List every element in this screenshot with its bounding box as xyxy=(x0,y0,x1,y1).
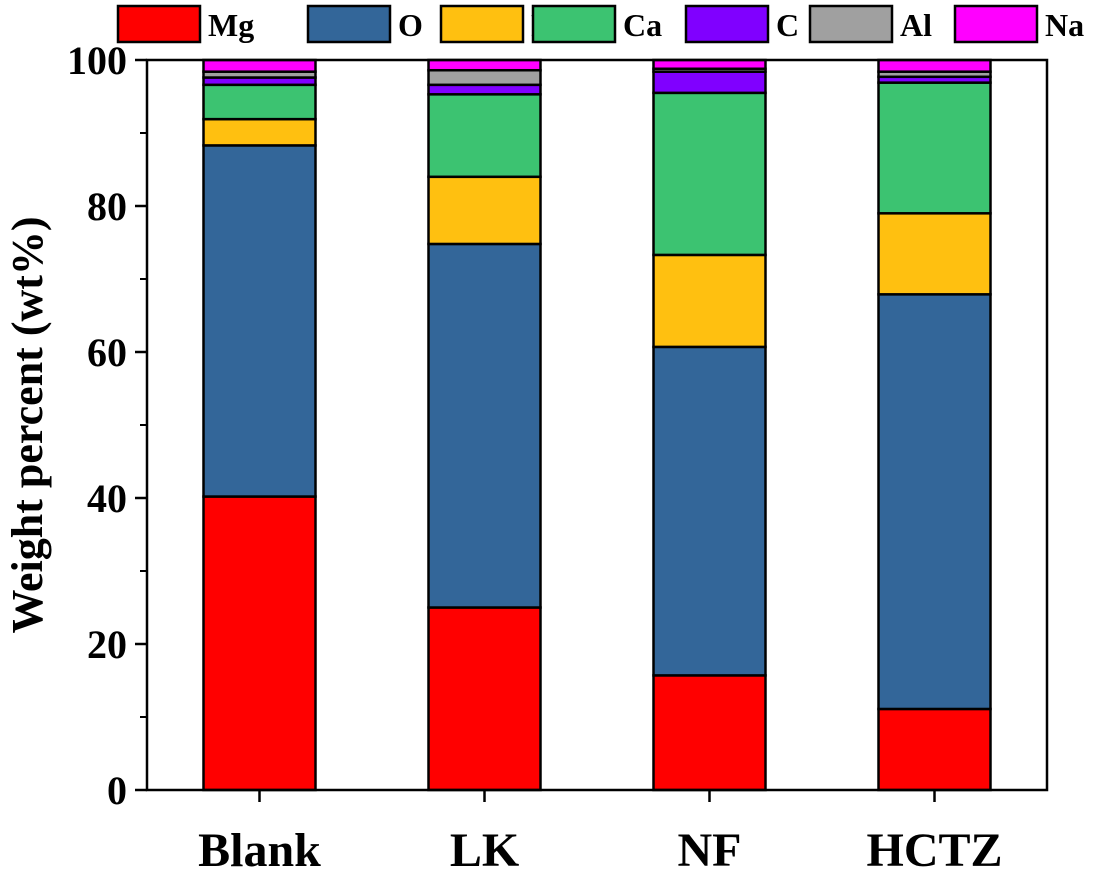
x-tick-label-lk: LK xyxy=(450,824,519,871)
bar-nf-o xyxy=(652,345,767,677)
bar-hctz-mg xyxy=(877,707,992,792)
bar-blank-p xyxy=(202,117,317,147)
x-tick-label-nf: NF xyxy=(678,824,742,871)
bar-blank-ca xyxy=(202,83,317,121)
bar-nf-ca xyxy=(652,91,767,257)
x-ticks-group: Blank LK NF HCTZ xyxy=(198,790,1003,871)
legend-label-na: Na xyxy=(1045,7,1084,43)
legend-label-mg: Mg xyxy=(208,7,254,43)
bars-group xyxy=(202,58,992,792)
legend-label-ca: Ca xyxy=(623,7,662,43)
y-tick-label: 20 xyxy=(87,622,127,667)
bar-hctz-p xyxy=(877,212,992,296)
legend-label-o: O xyxy=(398,7,423,43)
bar-lk-na xyxy=(427,58,542,72)
bar-hctz-na xyxy=(877,58,992,73)
legend-swatch-ca xyxy=(531,4,617,44)
bar-blank-o xyxy=(202,144,317,498)
x-tick-label-hctz: HCTZ xyxy=(866,824,1002,871)
bar-lk-ca xyxy=(427,93,542,179)
y-tick-label: 40 xyxy=(87,476,127,521)
bar-nf-na xyxy=(652,58,767,71)
bar-lk-p xyxy=(427,175,542,246)
bar-blank-mg xyxy=(202,495,317,792)
y-axis-label: Weight percent (wt%) xyxy=(3,216,52,633)
bar-blank-na xyxy=(202,58,317,73)
legend-label-al: Al xyxy=(900,7,932,43)
bar-lk-o xyxy=(427,242,542,609)
bar-hctz-o xyxy=(877,293,992,711)
legend-swatch-c xyxy=(684,4,770,44)
y-tick-label: 60 xyxy=(87,330,127,375)
legend-swatch-o xyxy=(306,4,392,44)
bar-nf-mg xyxy=(652,674,767,792)
bar-lk-c xyxy=(427,83,542,96)
legend: MgOPCaCAlNa xyxy=(116,4,1084,44)
legend-swatch-al xyxy=(808,4,894,44)
x-tick-label-blank: Blank xyxy=(198,824,321,871)
legend-label-c: C xyxy=(776,7,799,43)
y-ticks-group: 0 20 40 60 80 100 xyxy=(67,38,147,813)
bar-lk-mg xyxy=(427,606,542,792)
bar-nf-c xyxy=(652,70,767,95)
y-tick-label: 100 xyxy=(67,38,127,83)
y-tick-label: 80 xyxy=(87,184,127,229)
bar-hctz-ca xyxy=(877,81,992,215)
legend-swatch-na xyxy=(953,4,1039,44)
y-tick-label: 0 xyxy=(107,768,127,813)
bar-nf-p xyxy=(652,253,767,349)
legend-swatch-mg xyxy=(116,4,202,44)
legend-swatch-p xyxy=(439,4,525,44)
bar-lk-al xyxy=(427,68,542,87)
